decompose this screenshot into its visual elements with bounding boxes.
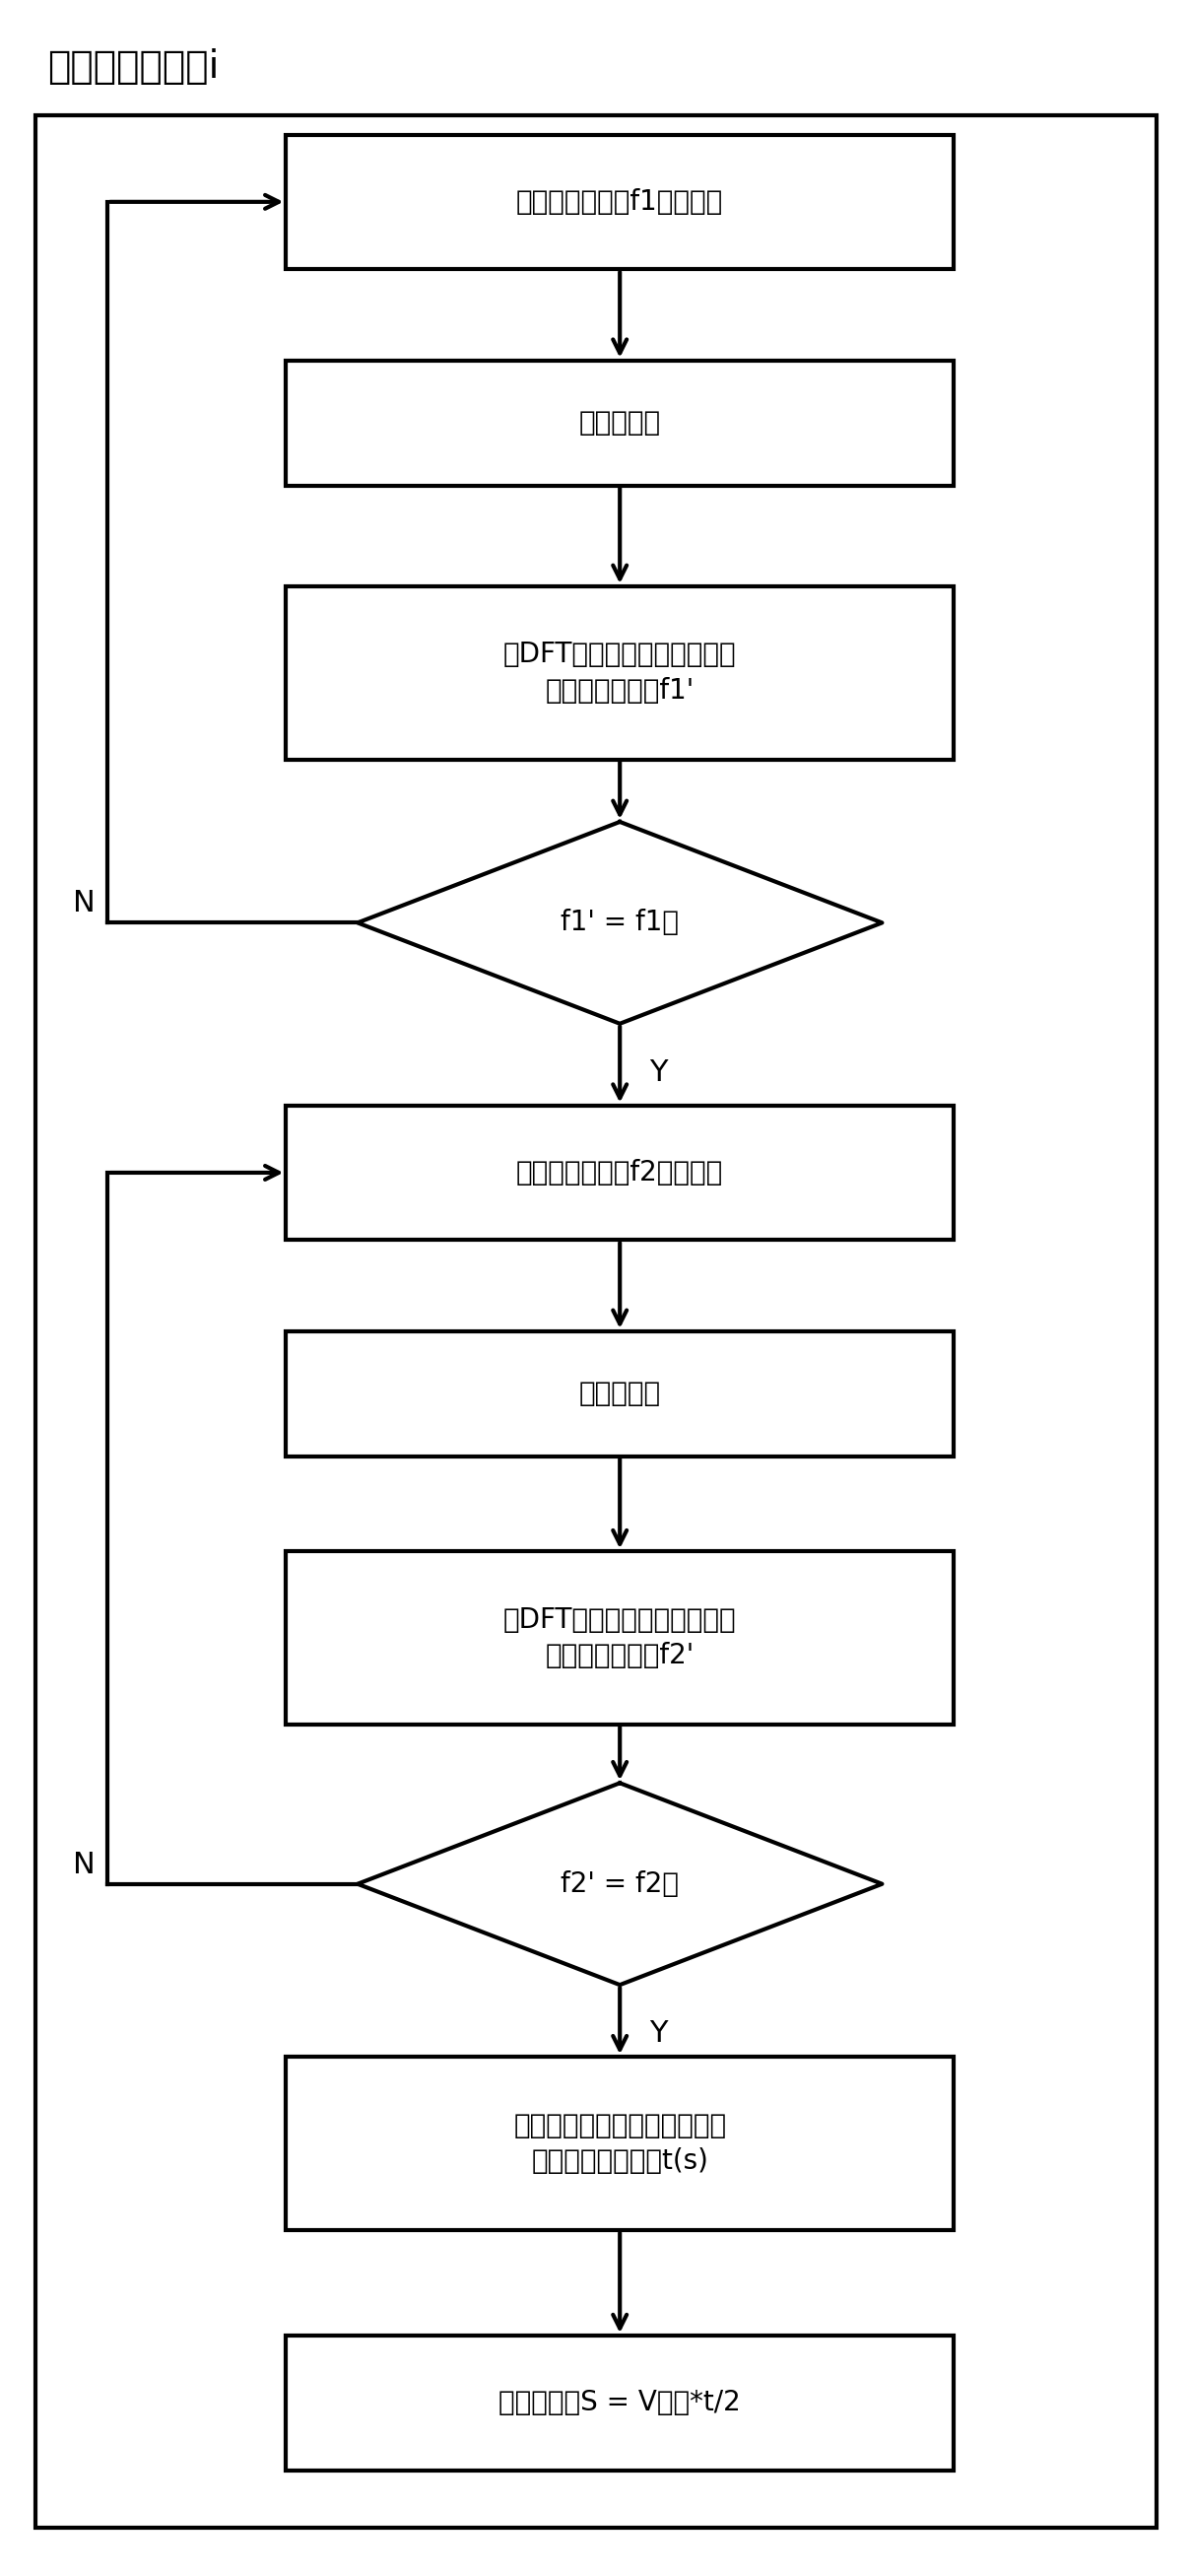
FancyBboxPatch shape xyxy=(286,361,954,484)
Text: N: N xyxy=(73,1850,95,1878)
FancyBboxPatch shape xyxy=(286,1551,954,1723)
Text: f2' = f2？: f2' = f2？ xyxy=(560,1870,679,1899)
Text: 超声波测距设备i: 超声波测距设备i xyxy=(48,49,219,85)
Text: 障碍物距离S = V声速*t/2: 障碍物距离S = V声速*t/2 xyxy=(498,2388,741,2416)
Text: 接收返回波: 接收返回波 xyxy=(579,410,660,438)
FancyBboxPatch shape xyxy=(286,1332,954,1455)
FancyBboxPatch shape xyxy=(286,134,954,268)
Text: 随机发射频率为f2的超声波: 随机发射频率为f2的超声波 xyxy=(516,1159,724,1188)
Text: Y: Y xyxy=(650,2020,668,2048)
Text: 接收返回波: 接收返回波 xyxy=(579,1381,660,1406)
Polygon shape xyxy=(358,1783,882,1986)
FancyBboxPatch shape xyxy=(286,587,954,760)
Text: 用DFT算法计算回波汇中幅度
最大的频率分量f1': 用DFT算法计算回波汇中幅度 最大的频率分量f1' xyxy=(503,641,737,706)
Text: 随机发射频率为f1的超声波: 随机发射频率为f1的超声波 xyxy=(516,188,724,216)
Text: N: N xyxy=(73,889,95,917)
FancyBboxPatch shape xyxy=(286,1105,954,1239)
FancyBboxPatch shape xyxy=(286,2336,954,2470)
Text: Y: Y xyxy=(650,1059,668,1087)
Polygon shape xyxy=(358,822,882,1023)
Text: 用DFT算法计算回波中幅度最
大的频率表分量f2': 用DFT算法计算回波中幅度最 大的频率表分量f2' xyxy=(503,1605,737,1669)
Text: f1' = f1？: f1' = f1？ xyxy=(560,909,679,938)
FancyBboxPatch shape xyxy=(286,2058,954,2231)
Text: 计算第二次发送超声波和接收
到回波之间的时间t(s): 计算第二次发送超声波和接收 到回波之间的时间t(s) xyxy=(514,2112,726,2174)
